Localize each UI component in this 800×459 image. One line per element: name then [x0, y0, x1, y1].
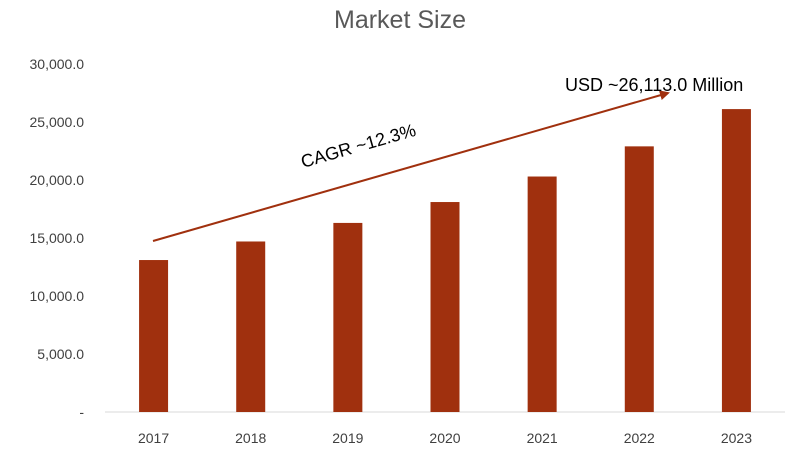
bar: [624, 146, 654, 413]
y-axis-tick-labels: - 5,000.0 10,000.0 15,000.0 20,000.0 25,000.0…: [30, 56, 85, 420]
x-tick-label: 2020: [429, 430, 460, 446]
cagr-trend-arrow: [152, 90, 670, 242]
value-annotation: USD ~26,113.0 Million: [565, 75, 743, 95]
bar: [236, 241, 266, 412]
x-tick-label: 2019: [332, 430, 363, 446]
x-tick-label: 2018: [235, 430, 266, 446]
y-tick-label: 15,000.0: [30, 230, 85, 246]
bar: [333, 222, 363, 412]
bar: [721, 109, 751, 412]
x-tick-label: 2023: [721, 430, 752, 446]
bar: [527, 176, 557, 412]
cagr-label: CAGR ~12.3%: [299, 120, 418, 172]
x-tick-label: 2017: [138, 430, 169, 446]
y-tick-label: 5,000.0: [37, 346, 84, 362]
y-tick-label: 25,000.0: [30, 114, 85, 130]
x-axis-tick-labels: 2017 2018 2019 2020 2021 2022 2023: [138, 430, 752, 446]
y-tick-label: 30,000.0: [30, 56, 85, 72]
bar-series: [139, 109, 751, 413]
bar: [430, 202, 460, 412]
bar: [139, 260, 169, 412]
y-tick-label: 20,000.0: [30, 172, 85, 188]
x-tick-label: 2021: [527, 430, 558, 446]
y-tick-label: 10,000.0: [30, 288, 85, 304]
y-tick-label: -: [79, 404, 84, 420]
chart-title: Market Size: [334, 6, 466, 34]
x-tick-label: 2022: [624, 430, 655, 446]
